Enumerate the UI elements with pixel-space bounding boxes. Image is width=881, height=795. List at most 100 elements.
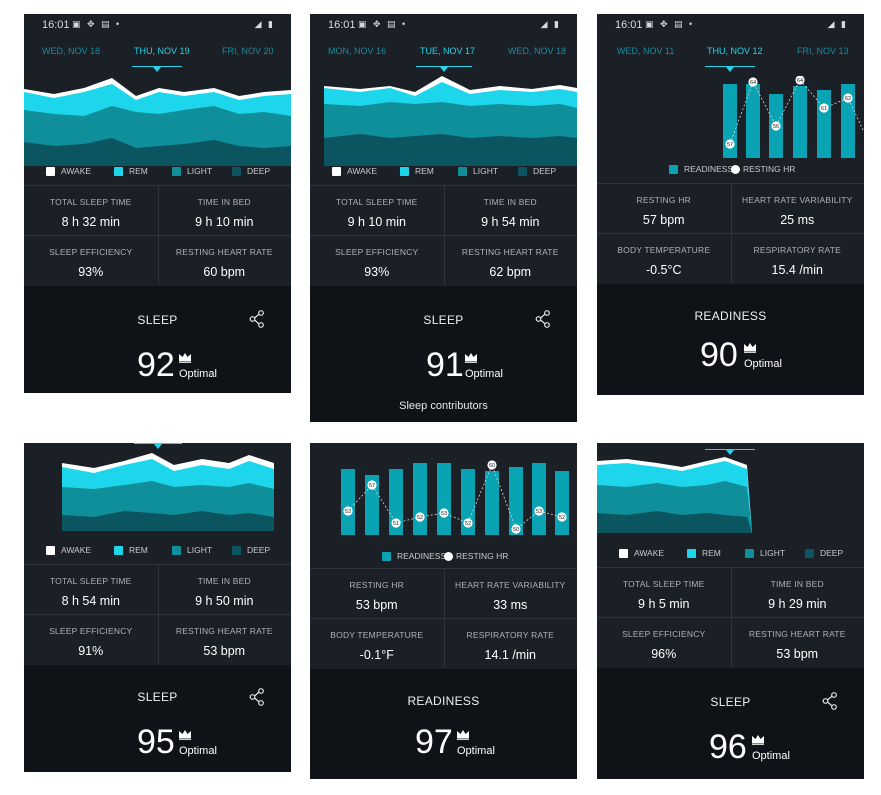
crown-icon <box>744 343 756 353</box>
date-current[interactable]: THU, NOV 12 <box>707 46 763 56</box>
readiness-score: 90 <box>700 336 738 374</box>
light-swatch-icon <box>172 545 181 555</box>
date-current[interactable]: THU, NOV 19 <box>134 46 190 56</box>
legend-light-label: LIGHT <box>473 166 499 176</box>
resting-hr-marker-label: 52 <box>465 521 471 527</box>
date-current[interactable]: TUE, NOV 17 <box>420 46 476 56</box>
sleep-score: 96 <box>709 728 747 766</box>
stat-respiratory-rate: RESPIRATORY RATE 14.1 /min <box>444 618 578 668</box>
date-next[interactable]: FRI, NOV 20 <box>222 46 274 56</box>
notification-icons: ▣ ✥ ▤ • <box>358 19 408 29</box>
rem-swatch-icon <box>114 166 123 176</box>
readiness-bar <box>341 469 355 535</box>
legend-deep-label: DEEP <box>820 548 844 558</box>
stat-label: RESPIRATORY RATE <box>753 245 841 255</box>
hypnogram-chart <box>324 76 577 166</box>
readiness-swatch-icon <box>382 551 391 561</box>
resting-hr-marker-label: 61 <box>821 106 827 112</box>
stat-label: BODY TEMPERATURE <box>617 245 711 255</box>
stat-value: 9 h 10 min <box>195 215 254 229</box>
sleep-legend: AWAKE REM LIGHT DEEP <box>24 166 291 180</box>
resting-hr-marker-label: 52 <box>559 515 565 521</box>
date-selector: WED, NOV 11 THU, NOV 12 FRI, NOV 13 <box>597 44 864 60</box>
stat-resting-hr: RESTING HEART RATE 53 bpm <box>158 614 292 664</box>
light-swatch-icon <box>745 548 754 558</box>
legend-rem: REM <box>687 548 721 558</box>
stat-total-sleep: TOTAL SLEEP TIME 8 h 32 min <box>24 185 158 235</box>
date-underline <box>705 66 755 67</box>
stat-label: RESTING HEART RATE <box>175 247 273 257</box>
sleep-card-score-96: AWAKE REM LIGHT DEEP TOTAL SLEEP TIME 9 h… <box>597 443 864 779</box>
share-icon[interactable] <box>249 310 265 328</box>
resting-hr-marker-label: 64 <box>797 78 803 84</box>
stat-label: SLEEP EFFICIENCY <box>49 247 133 257</box>
share-icon[interactable] <box>822 692 838 710</box>
date-underline <box>132 66 182 67</box>
legend-awake: AWAKE <box>46 545 91 555</box>
stat-sleep-efficiency: SLEEP EFFICIENCY 91% <box>24 614 158 664</box>
legend-awake-label: AWAKE <box>347 166 378 176</box>
legend-light: LIGHT <box>458 166 498 176</box>
readiness-swatch-icon <box>669 164 678 174</box>
status-bar: 16:01 ▣ ✥ ▤ • ◢ ▮ <box>310 14 577 36</box>
stat-value: 9 h 54 min <box>481 215 540 229</box>
readiness-bar <box>841 84 855 158</box>
score-section: READINESS 90 Optimal <box>597 284 864 395</box>
date-underline <box>705 449 755 450</box>
readiness-bar <box>389 469 403 535</box>
date-prev[interactable]: WED, NOV 11 <box>617 46 675 56</box>
stat-resting-hr: RESTING HR 57 bpm <box>597 183 731 233</box>
stat-value: 9 h 50 min <box>195 594 254 608</box>
legend-resting-hr-label: RESTING HR <box>743 164 796 174</box>
stat-value: 91% <box>78 644 104 658</box>
date-pointer-icon <box>440 67 448 72</box>
stat-value: 53 bpm <box>355 598 398 612</box>
date-next[interactable]: FRI, NOV 13 <box>797 46 849 56</box>
date-prev[interactable]: WED, NOV 18 <box>42 46 101 56</box>
readiness-bar <box>509 467 523 535</box>
stat-resting-hr: RESTING HEART RATE 60 bpm <box>158 235 292 285</box>
legend-deep: DEEP <box>232 166 270 176</box>
legend-readiness-label: READINESS <box>684 164 734 174</box>
notification-icons: ▣ ✥ ▤ • <box>645 19 695 29</box>
share-icon[interactable] <box>249 688 265 706</box>
score-section: SLEEP 92 Optimal <box>24 286 291 393</box>
resting-hr-marker-label: 53 <box>441 511 447 517</box>
divider <box>24 235 291 236</box>
notification-icons: ▣ ✥ ▤ • <box>72 19 122 29</box>
date-next[interactable]: WED, NOV 18 <box>508 46 567 56</box>
stat-value: 57 bpm <box>642 213 685 227</box>
status-time: 16:01 <box>615 19 643 31</box>
legend-deep: DEEP <box>805 548 843 558</box>
awake-swatch-icon <box>46 545 55 555</box>
resting-hr-marker-label: 56 <box>773 124 779 130</box>
resting-hr-marker <box>343 506 353 516</box>
stat-label: BODY TEMPERATURE <box>330 630 424 640</box>
legend-deep: DEEP <box>232 545 270 555</box>
status-time: 16:01 <box>42 19 70 31</box>
crown-icon <box>752 735 764 745</box>
date-prev[interactable]: MON, NOV 16 <box>328 46 387 56</box>
resting-hr-marker-label: 53 <box>345 509 351 515</box>
legend-light-label: LIGHT <box>187 166 213 176</box>
hypnogram-chart <box>24 78 291 166</box>
sleep-contributors-link[interactable]: Sleep contributors <box>399 400 488 412</box>
stat-label: TIME IN BED <box>197 576 251 586</box>
readiness-legend: READINESS RESTING HR <box>310 551 577 565</box>
date-pointer-icon <box>726 450 734 455</box>
stat-value: -0.1°F <box>359 648 394 662</box>
stat-value: 62 bpm <box>489 265 532 279</box>
share-icon[interactable] <box>535 310 551 328</box>
deep-swatch-icon <box>518 166 527 176</box>
stat-resting-hr: RESTING HEART RATE 53 bpm <box>731 617 865 667</box>
legend-awake-label: AWAKE <box>61 545 92 555</box>
legend-rem: REM <box>114 166 148 176</box>
date-underline <box>416 66 472 67</box>
score-rating: Optimal <box>457 745 495 757</box>
score-rating: Optimal <box>744 358 782 370</box>
legend-light-label: LIGHT <box>760 548 786 558</box>
stat-hrv: HEART RATE VARIABILITY 33 ms <box>444 568 578 618</box>
stat-body-temperature: BODY TEMPERATURE -0.1°F <box>310 618 444 668</box>
stat-label: TOTAL SLEEP TIME <box>335 197 418 207</box>
legend-awake-label: AWAKE <box>634 548 665 558</box>
